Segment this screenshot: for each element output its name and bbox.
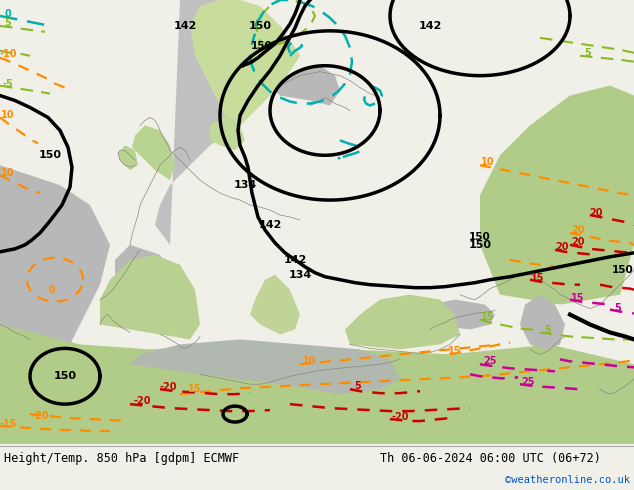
Text: 20: 20: [571, 237, 585, 247]
Polygon shape: [210, 116, 245, 150]
Text: Height/Temp. 850 hPa [gdpm] ECMWF: Height/Temp. 850 hPa [gdpm] ECMWF: [4, 452, 239, 466]
Text: -20: -20: [31, 411, 49, 421]
Text: -5: -5: [3, 78, 13, 89]
Polygon shape: [420, 299, 495, 329]
Polygon shape: [250, 275, 300, 335]
Text: 10: 10: [1, 110, 15, 121]
Text: 150: 150: [249, 21, 271, 31]
Text: 142: 142: [283, 255, 307, 265]
Polygon shape: [115, 245, 170, 299]
Text: Th 06-06-2024 06:00 UTC (06+72): Th 06-06-2024 06:00 UTC (06+72): [380, 452, 601, 466]
Text: 0: 0: [49, 285, 55, 294]
Polygon shape: [275, 66, 340, 105]
Polygon shape: [190, 0, 300, 125]
Text: 5: 5: [354, 381, 361, 391]
Text: 150: 150: [469, 240, 491, 250]
Text: -20: -20: [159, 382, 177, 392]
Text: 10: 10: [303, 356, 317, 367]
Text: 150: 150: [39, 150, 61, 160]
Text: 20: 20: [589, 208, 603, 218]
Text: 15: 15: [188, 384, 202, 394]
Polygon shape: [480, 86, 634, 305]
Text: 5: 5: [614, 302, 621, 313]
Polygon shape: [130, 340, 400, 394]
Text: -20: -20: [133, 396, 151, 406]
Text: 150: 150: [251, 41, 273, 51]
Text: 15: 15: [571, 293, 585, 303]
Text: 10: 10: [1, 168, 15, 178]
Text: 134: 134: [288, 270, 312, 280]
Text: 5: 5: [4, 18, 11, 28]
Text: 15: 15: [481, 312, 495, 321]
Text: 25: 25: [521, 377, 534, 387]
Polygon shape: [118, 146, 138, 170]
Text: 5: 5: [585, 48, 592, 58]
Text: 150: 150: [469, 232, 491, 242]
Polygon shape: [155, 0, 300, 245]
Text: 15: 15: [448, 346, 462, 356]
Text: 20: 20: [555, 242, 569, 252]
Text: 20: 20: [571, 225, 585, 235]
Text: 134: 134: [233, 180, 257, 190]
Text: 10: 10: [481, 157, 495, 167]
Text: 142: 142: [258, 220, 281, 230]
Polygon shape: [520, 294, 565, 349]
Text: ©weatheronline.co.uk: ©weatheronline.co.uk: [505, 475, 630, 485]
Text: 150: 150: [53, 371, 77, 381]
Text: 25: 25: [483, 356, 497, 367]
Text: -15: -15: [0, 419, 16, 429]
Text: 142: 142: [418, 21, 442, 31]
Text: 0: 0: [4, 9, 11, 19]
Text: 142: 142: [173, 21, 197, 31]
Text: -10: -10: [0, 49, 16, 59]
Polygon shape: [100, 255, 200, 340]
Text: 5: 5: [545, 325, 552, 336]
Polygon shape: [132, 125, 175, 180]
Text: 150: 150: [612, 265, 634, 275]
Text: -20: -20: [391, 412, 409, 422]
Polygon shape: [345, 294, 460, 349]
Polygon shape: [0, 0, 110, 444]
Polygon shape: [0, 324, 634, 444]
Text: 15: 15: [531, 273, 545, 283]
